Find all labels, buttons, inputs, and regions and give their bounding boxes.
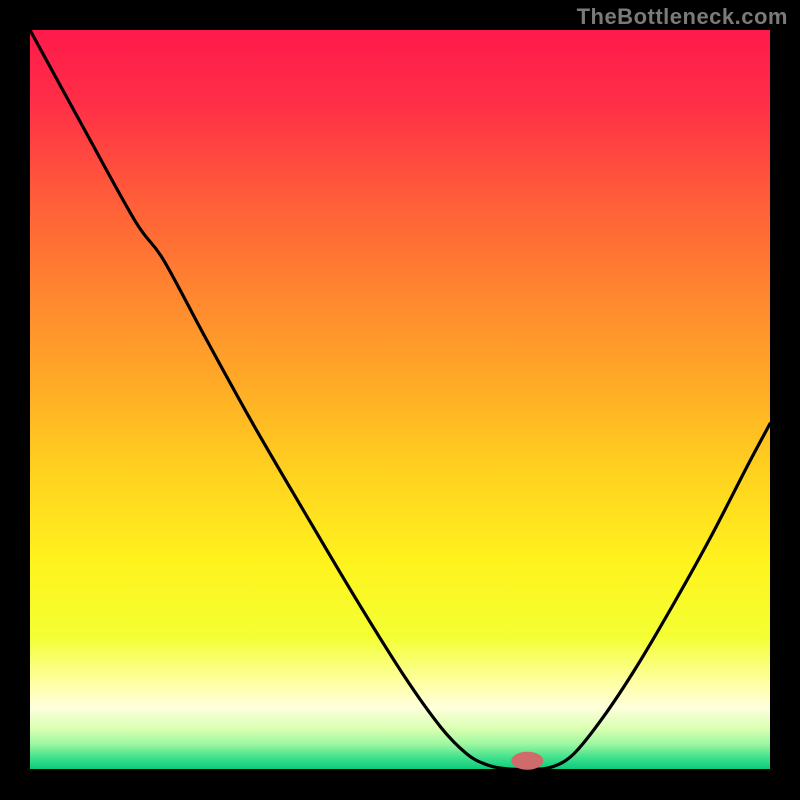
plot-svg — [30, 30, 770, 770]
chart-frame: TheBottleneck.com — [0, 0, 800, 800]
plot-area — [30, 30, 770, 770]
optimum-marker — [511, 752, 543, 770]
watermark-text: TheBottleneck.com — [577, 4, 788, 30]
gradient-rect — [30, 30, 770, 770]
